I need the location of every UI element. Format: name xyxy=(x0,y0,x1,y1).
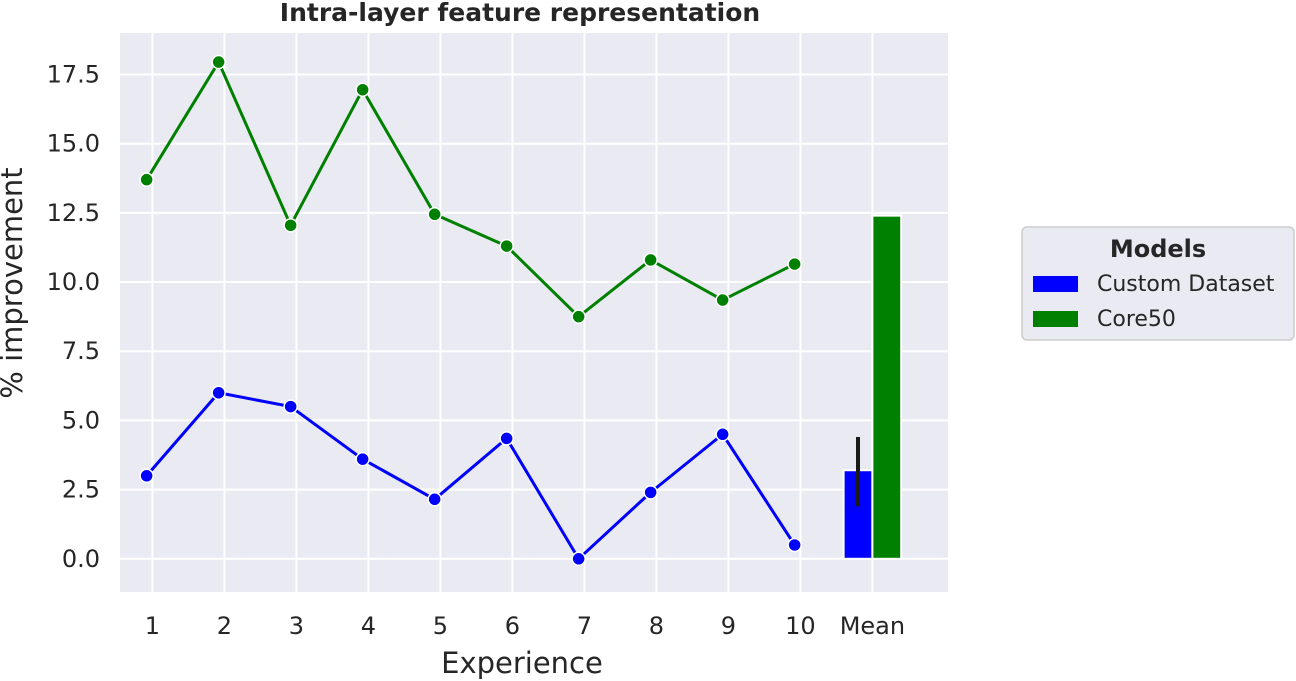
data-point-core50 xyxy=(499,238,514,254)
series-line-core50 xyxy=(145,60,796,319)
data-point-custom-dataset xyxy=(643,485,658,500)
x-axis-label: Experience xyxy=(441,646,603,680)
x-tick-labels: 1 2 3 4 5 6 7 8 9 10 Mean xyxy=(145,612,905,640)
x-tick-label: 4 xyxy=(361,612,376,640)
y-tick-label: 15.0 xyxy=(47,130,100,158)
series-markers xyxy=(139,54,802,567)
series-lines xyxy=(145,60,796,561)
y-tick-label: 5.0 xyxy=(62,406,100,434)
data-point-custom-dataset xyxy=(283,399,298,414)
legend-swatch-custom-dataset xyxy=(1033,276,1078,292)
x-tick-label: 6 xyxy=(505,612,520,640)
y-tick-label: 7.5 xyxy=(62,337,100,365)
series-line-custom-dataset xyxy=(145,391,796,561)
data-point-core50 xyxy=(643,252,658,268)
y-tick-labels: 0.0 2.5 5.0 7.5 10.0 12.5 15.0 17.5 xyxy=(47,61,100,573)
y-tick-label: 10.0 xyxy=(47,268,100,296)
legend-label-core50: Core50 xyxy=(1097,307,1176,332)
x-tick-label: 5 xyxy=(433,612,448,640)
x-tick-label: 9 xyxy=(721,612,736,640)
x-tick-label: Mean xyxy=(840,612,905,640)
data-point-core50 xyxy=(355,82,370,97)
y-axis-label: % improvement xyxy=(0,167,29,398)
data-point-core50 xyxy=(211,54,226,70)
data-point-custom-dataset xyxy=(787,537,802,553)
data-point-custom-dataset xyxy=(571,551,586,567)
legend-swatch-core50 xyxy=(1033,311,1078,327)
y-tick-label: 2.5 xyxy=(62,476,100,504)
legend-title: Models xyxy=(1110,235,1206,263)
data-point-custom-dataset xyxy=(499,431,514,446)
y-tick-label: 0.0 xyxy=(62,545,100,573)
data-point-custom-dataset xyxy=(355,451,370,467)
data-point-core50 xyxy=(571,309,586,324)
plot-background xyxy=(120,33,948,592)
chart-title: Intra-layer feature representation xyxy=(280,0,760,27)
data-point-core50 xyxy=(283,218,298,233)
data-point-custom-dataset xyxy=(427,492,442,507)
y-tick-label: 17.5 xyxy=(47,61,100,89)
mean-bars xyxy=(842,214,903,560)
mean-bar-core50 xyxy=(871,214,903,560)
data-point-custom-dataset xyxy=(211,385,226,401)
x-tick-label: 1 xyxy=(145,612,160,640)
data-point-core50 xyxy=(427,207,442,222)
data-point-custom-dataset xyxy=(139,468,154,484)
data-point-core50 xyxy=(787,256,802,272)
x-tick-label: 10 xyxy=(785,612,816,640)
y-tick-label: 12.5 xyxy=(47,199,100,227)
data-point-custom-dataset xyxy=(715,427,730,442)
x-tick-label: 2 xyxy=(217,612,232,640)
data-point-core50 xyxy=(715,292,730,308)
legend-box xyxy=(1021,226,1295,341)
x-tick-label: 7 xyxy=(577,612,592,640)
data-point-core50 xyxy=(139,172,154,187)
legend-label-custom-dataset: Custom Dataset xyxy=(1097,272,1275,297)
x-tick-label: 3 xyxy=(289,612,304,640)
x-tick-label: 8 xyxy=(649,612,664,640)
legend: Models Custom Dataset Core50 xyxy=(1021,226,1295,341)
